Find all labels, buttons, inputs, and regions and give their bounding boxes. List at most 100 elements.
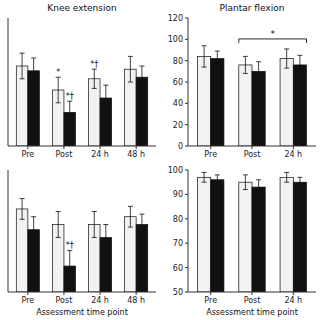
y-tick-label: 0 <box>178 142 183 151</box>
error-cap <box>31 58 36 59</box>
error-bar <box>67 101 72 123</box>
y-axis <box>188 170 189 292</box>
bracket <box>239 39 307 43</box>
error-cap <box>215 66 220 67</box>
x-tick <box>136 146 137 149</box>
x-tick <box>210 292 211 295</box>
y-axis <box>8 18 9 146</box>
error-cap <box>67 281 72 282</box>
error-bar <box>128 206 133 227</box>
annotation: * <box>270 29 275 39</box>
x-tick <box>100 292 101 295</box>
error-cap <box>31 83 36 84</box>
error-cap <box>128 56 133 57</box>
error-line <box>141 214 142 235</box>
bar <box>197 56 210 146</box>
error-cap <box>20 53 25 54</box>
x-tick-label: 24 h <box>284 296 302 305</box>
x-axis <box>8 146 156 147</box>
error-line <box>286 49 287 68</box>
error-cap <box>92 237 97 238</box>
marks <box>16 199 147 292</box>
bar <box>136 225 148 292</box>
marks <box>197 46 306 146</box>
chart: PrePost24 h48 hKnee extension**†*†020406… <box>0 0 320 320</box>
error-cap <box>20 198 25 199</box>
error-cap <box>256 61 261 62</box>
error-bar <box>139 66 144 88</box>
error-cap <box>243 73 248 74</box>
error-line <box>299 55 300 74</box>
error-line <box>33 58 34 84</box>
x-tick <box>63 292 64 295</box>
error-line <box>141 66 142 88</box>
error-bar <box>215 175 220 185</box>
error-bar <box>56 77 61 103</box>
x-label: Assessment time point <box>206 308 298 317</box>
error-line <box>299 177 300 187</box>
annotation: * <box>56 68 60 77</box>
error-bar <box>243 56 248 73</box>
x-tick <box>293 146 294 149</box>
x-tick-label: Post <box>244 296 261 305</box>
y-tick <box>185 146 188 147</box>
error-cap <box>67 123 72 124</box>
error-cap <box>128 82 133 83</box>
error-bar <box>67 250 72 281</box>
annotation: *† <box>66 241 74 250</box>
error-bar <box>92 212 97 238</box>
error-cap <box>56 211 61 212</box>
error-cap <box>284 172 289 173</box>
error-line <box>105 85 106 111</box>
bar <box>280 59 293 146</box>
x-tick-label: 48 h <box>127 296 145 305</box>
error-bar <box>31 58 36 84</box>
marks <box>16 53 147 146</box>
title: Knee extension <box>47 3 116 13</box>
x-tick <box>63 146 64 149</box>
bar <box>239 182 252 292</box>
x-tick-label: Pre <box>21 150 34 159</box>
x-tick <box>293 292 294 295</box>
error-bar <box>202 46 207 67</box>
error-cap <box>256 179 261 180</box>
error-cap <box>202 172 207 173</box>
error-line <box>22 199 23 220</box>
error-line <box>94 69 95 88</box>
y-axis <box>8 170 9 292</box>
panel: 5060708090100PrePost24 hAssessment time … <box>168 166 316 317</box>
y-tick <box>185 82 188 83</box>
annotation: *† <box>90 60 98 69</box>
y-tick-label: 40 <box>173 99 183 108</box>
error-cap <box>202 67 207 68</box>
error-bar <box>284 172 289 182</box>
bar <box>252 71 265 146</box>
error-line <box>130 56 131 82</box>
y-tick <box>185 170 188 171</box>
error-cap <box>139 66 144 67</box>
y-tick <box>185 18 188 19</box>
error-cap <box>243 174 248 175</box>
y-tick <box>185 267 188 268</box>
error-cap <box>56 102 61 103</box>
error-bar <box>284 49 289 68</box>
annotation: *† <box>66 92 74 101</box>
error-bar <box>20 199 25 220</box>
error-line <box>204 172 205 182</box>
y-tick <box>185 124 188 125</box>
error-line <box>258 180 259 195</box>
error-line <box>217 51 218 66</box>
error-line <box>130 206 131 227</box>
bar <box>252 187 265 292</box>
error-cap <box>202 45 207 46</box>
error-cap <box>20 219 25 220</box>
error-bar <box>31 217 36 243</box>
x-tick-label: Post <box>244 150 261 159</box>
y-tick <box>185 39 188 40</box>
error-cap <box>139 214 144 215</box>
y-tick-label: 60 <box>173 264 183 273</box>
error-cap <box>31 216 36 217</box>
error-line <box>105 225 106 251</box>
x-tick <box>27 292 28 295</box>
error-cap <box>215 184 220 185</box>
